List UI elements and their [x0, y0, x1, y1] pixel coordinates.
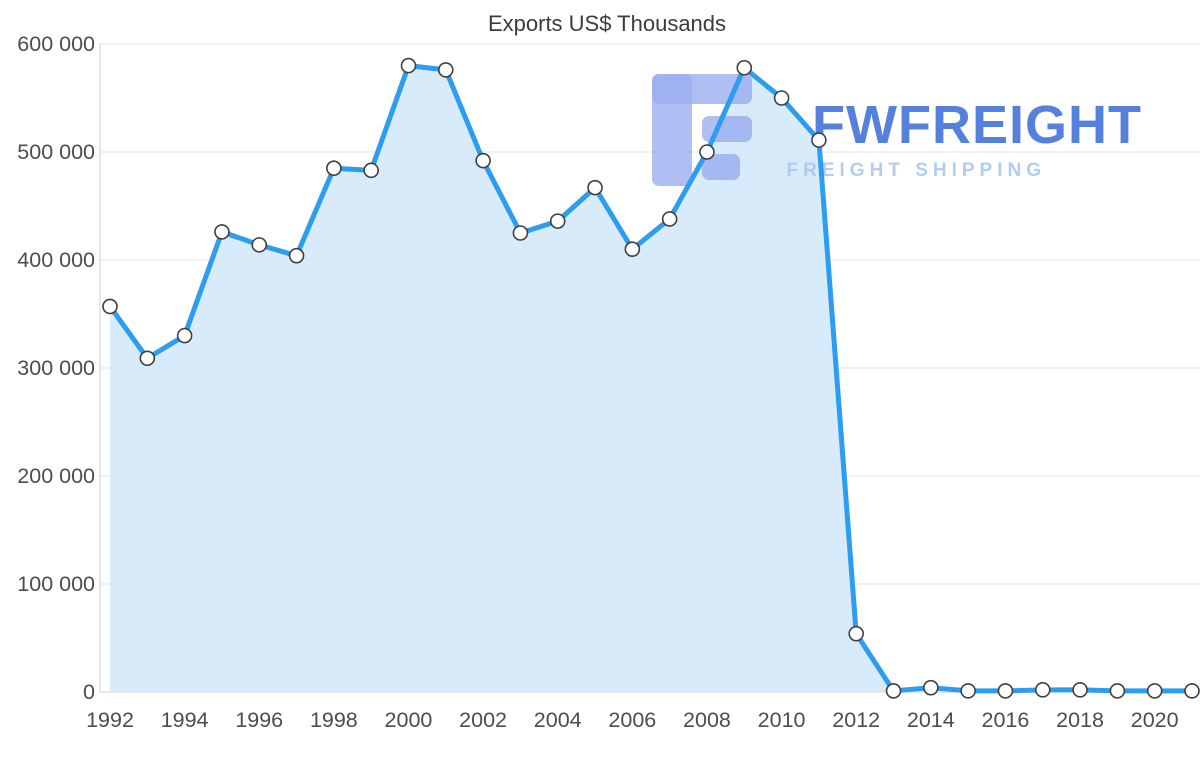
data-point-marker[interactable]: [923, 679, 939, 696]
x-tick-label: 2020: [1131, 708, 1179, 732]
x-tick-label: 2000: [385, 708, 433, 732]
y-axis-labels: 0 100 000 200 000 300 000 400 000 500 000 600 …: [17, 32, 95, 704]
data-point-marker[interactable]: [736, 59, 753, 76]
x-tick-label: 2012: [832, 708, 880, 732]
data-point-marker[interactable]: [437, 62, 454, 78]
data-point-marker[interactable]: [102, 298, 118, 315]
x-tick-label: 2014: [907, 708, 955, 732]
watermark-group: FWFREIGHT FREIGHT SHIPPING: [652, 74, 1142, 186]
data-point-marker[interactable]: [997, 683, 1014, 699]
data-point-marker[interactable]: [139, 350, 156, 367]
data-point-marker[interactable]: [960, 683, 976, 699]
x-tick-label: 1992: [86, 708, 134, 732]
data-point-marker[interactable]: [363, 162, 379, 179]
y-tick-label: 100 000: [17, 572, 95, 596]
data-point-marker[interactable]: [176, 327, 193, 344]
data-point-marker[interactable]: [848, 625, 865, 642]
x-tick-label: 1998: [310, 708, 358, 732]
y-tick-label: 500 000: [17, 140, 95, 164]
data-point-marker[interactable]: [475, 152, 491, 169]
y-tick-label: 0: [83, 680, 95, 704]
x-axis-labels: 1992 1994 1996 1998 2000 2002 2004 2006 2008 2010…: [86, 708, 1179, 732]
area-fill-group: [110, 65, 1192, 693]
data-point-marker[interactable]: [288, 247, 305, 264]
data-point-marker[interactable]: [624, 241, 641, 257]
data-point-marker[interactable]: [587, 179, 603, 196]
x-tick-label: 2004: [534, 708, 582, 732]
data-point-marker[interactable]: [1109, 683, 1126, 699]
chart-title: Exports US$ Thousands: [488, 11, 726, 36]
data-point-marker[interactable]: [214, 224, 230, 240]
x-tick-label: 2002: [459, 708, 507, 732]
x-tick-label: 2010: [758, 708, 806, 732]
data-point-marker[interactable]: [1072, 682, 1088, 698]
data-point-marker[interactable]: [1184, 683, 1200, 699]
data-point-marker[interactable]: [811, 132, 827, 148]
data-point-marker[interactable]: [1034, 682, 1051, 698]
y-tick-label: 200 000: [17, 464, 95, 488]
x-tick-label: 2018: [1056, 708, 1104, 732]
data-point-marker[interactable]: [400, 57, 417, 74]
y-tick-label: 300 000: [17, 356, 95, 380]
data-point-marker[interactable]: [699, 144, 715, 160]
data-point-marker[interactable]: [1146, 683, 1163, 699]
x-tick-label: 2008: [683, 708, 731, 732]
data-point-marker[interactable]: [326, 160, 342, 176]
watermark-tagline-text: FREIGHT SHIPPING: [787, 160, 1046, 181]
data-point-marker[interactable]: [251, 237, 268, 253]
data-point-marker[interactable]: [549, 213, 566, 229]
data-point-markers[interactable]: [102, 57, 1200, 699]
watermark-brand-text: FWFREIGHT: [812, 95, 1142, 155]
data-point-marker[interactable]: [773, 90, 790, 106]
y-tick-label: 400 000: [17, 248, 95, 272]
x-tick-label: 2016: [982, 708, 1030, 732]
watermark-logo-icon: [652, 74, 752, 186]
data-point-marker[interactable]: [661, 211, 678, 227]
series-area-fill: [110, 65, 1192, 693]
x-tick-label: 1996: [235, 708, 283, 732]
x-tick-label: 2006: [608, 708, 656, 732]
data-point-marker[interactable]: [885, 683, 902, 699]
y-tick-label: 600 000: [17, 32, 95, 56]
data-point-marker[interactable]: [512, 225, 529, 241]
x-tick-label: 1994: [161, 708, 209, 732]
